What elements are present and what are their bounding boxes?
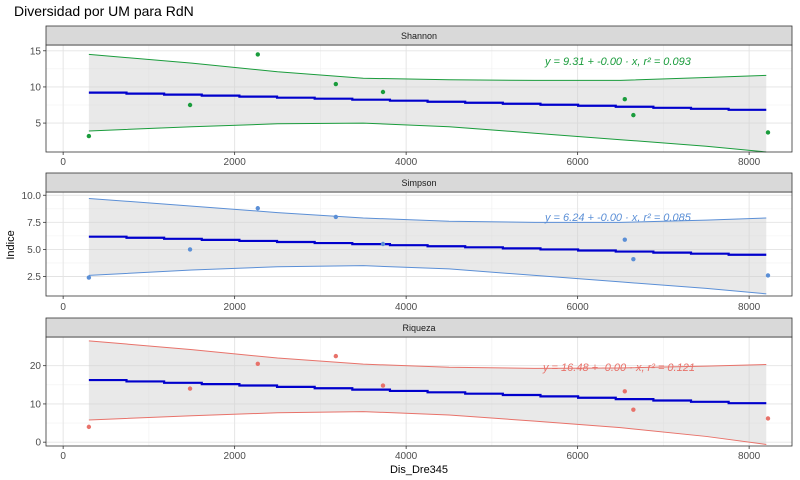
x-tick-label: 8000 xyxy=(738,157,761,168)
fit-line xyxy=(88,378,767,405)
y-tick-label: 10 xyxy=(30,82,42,93)
y-tick-label: 10 xyxy=(30,399,42,410)
y-tick-label: 7.5 xyxy=(27,218,41,229)
x-tick-label: 6000 xyxy=(567,157,590,168)
data-point xyxy=(631,256,636,262)
band-upper-line xyxy=(88,198,767,223)
y-tick-label: 0 xyxy=(35,438,41,449)
fit-line xyxy=(88,91,767,111)
x-tick-label: 0 xyxy=(60,302,66,313)
band-upper-line xyxy=(88,53,767,81)
data-point xyxy=(187,386,193,391)
y-tick-label: 5.0 xyxy=(27,245,41,256)
x-tick-label: 4000 xyxy=(395,157,418,168)
y-tick-label: 5 xyxy=(35,119,41,130)
x-tick-label: 8000 xyxy=(738,451,761,462)
x-tick-label: 2000 xyxy=(224,157,247,168)
facet-strip xyxy=(45,172,793,193)
y-tick-label: 15 xyxy=(30,46,42,57)
y-tick-label: 20 xyxy=(30,361,42,372)
x-tick-label: 0 xyxy=(60,157,66,168)
panel-background xyxy=(46,45,792,152)
data-point xyxy=(622,389,627,394)
data-point xyxy=(631,407,636,412)
data-point xyxy=(333,353,339,359)
band-lower-line xyxy=(88,411,767,445)
data-point xyxy=(631,112,636,118)
x-tick-label: 8000 xyxy=(738,302,761,313)
facet-strip-label: Riqueza xyxy=(402,323,435,333)
x-tick-label: 6000 xyxy=(567,451,590,462)
data-point xyxy=(380,383,386,388)
x-tick-label: 4000 xyxy=(395,451,418,462)
facet-strip-label: Shannon xyxy=(401,31,437,41)
data-point xyxy=(86,275,92,280)
x-tick-label: 0 xyxy=(60,451,66,462)
band-lower-line xyxy=(88,122,767,153)
facet-strip xyxy=(45,25,793,46)
x-tick-label: 4000 xyxy=(395,302,418,313)
chart-title: Diversidad por UM para RdN xyxy=(14,3,194,19)
x-tick-label: 6000 xyxy=(567,302,590,313)
data-point xyxy=(765,273,771,278)
data-point xyxy=(187,247,193,252)
regression-equation: y = 16.48 + -0.00 · x, r² = 0.121 xyxy=(542,362,695,374)
data-point xyxy=(622,97,627,102)
y-tick-label: 2.5 xyxy=(27,272,41,283)
data-point xyxy=(86,133,92,139)
data-point xyxy=(765,416,771,421)
facet-strip-label: Simpson xyxy=(401,178,436,188)
x-tick-label: 2000 xyxy=(224,302,247,313)
band-upper-line xyxy=(88,340,767,369)
panel-background xyxy=(46,192,792,296)
data-point xyxy=(380,89,386,95)
data-point xyxy=(765,130,771,135)
confidence-band xyxy=(88,54,767,152)
facet-strip xyxy=(45,317,793,338)
y-axis-title: Indice xyxy=(5,230,17,259)
band-lower-line xyxy=(88,265,767,295)
data-point xyxy=(333,214,339,220)
regression-equation: y = 9.31 + -0.00 · x, r² = 0.093 xyxy=(544,56,692,68)
data-point xyxy=(255,361,260,366)
data-point xyxy=(187,102,193,108)
regression-equation: y = 6.24 + -0.00 · x, r² = 0.085 xyxy=(544,212,692,224)
data-point xyxy=(622,237,627,242)
fit-line xyxy=(88,235,767,256)
data-point xyxy=(255,52,260,57)
data-point xyxy=(333,81,339,87)
data-point xyxy=(255,206,260,211)
x-axis-title: Dis_Dre345 xyxy=(390,464,448,476)
data-point xyxy=(86,424,92,430)
x-tick-label: 2000 xyxy=(224,451,247,462)
y-tick-label: 10.0 xyxy=(22,191,42,202)
data-point xyxy=(380,241,386,247)
